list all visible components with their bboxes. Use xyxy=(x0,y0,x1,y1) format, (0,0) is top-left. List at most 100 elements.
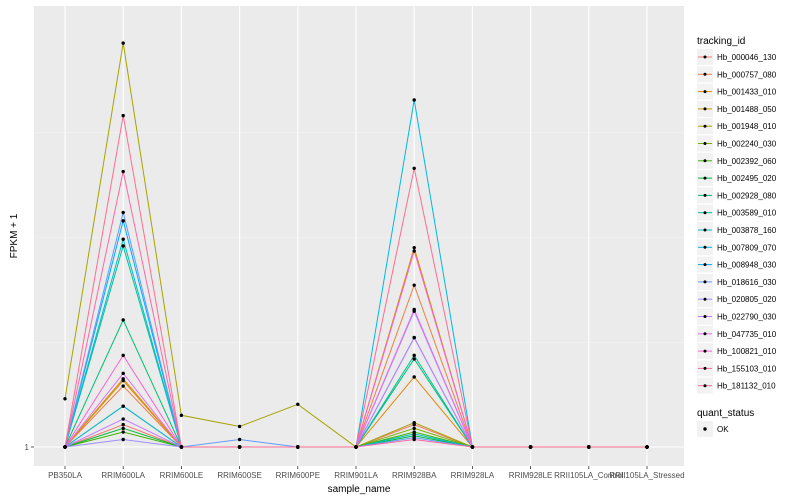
x-tick-label: RRII105LA_Control xyxy=(554,471,624,480)
data-point xyxy=(121,426,125,431)
legend-label: Hb_002240_030 xyxy=(717,140,777,149)
data-point xyxy=(528,445,533,449)
data-point xyxy=(121,41,125,45)
x-tick-label: RRIM600LA xyxy=(101,471,145,480)
legend-label: Hb_007809_070 xyxy=(717,243,777,252)
legend-point xyxy=(703,124,707,128)
grid xyxy=(34,6,684,466)
legend-point xyxy=(703,176,707,180)
data-point xyxy=(237,424,242,429)
data-point xyxy=(412,426,416,431)
data-point xyxy=(179,445,184,449)
data-point xyxy=(121,417,125,421)
legend-point xyxy=(703,72,707,76)
legend-point xyxy=(703,107,707,111)
legend-label: Hb_018616_030 xyxy=(717,278,777,287)
data-point xyxy=(296,402,300,407)
legend-label: Hb_022790_030 xyxy=(717,313,777,322)
shape-legend-label: OK xyxy=(717,425,729,434)
plot-panel xyxy=(34,6,684,466)
legend-point xyxy=(703,297,707,301)
data-point xyxy=(121,219,125,223)
x-tick-label: RRIM600PE xyxy=(276,471,320,480)
data-point xyxy=(412,98,416,102)
legend-point xyxy=(703,211,707,215)
x-tick-label: RRIM901LA xyxy=(334,471,378,480)
legend-point xyxy=(703,193,707,197)
x-tick-label: RRIM928LE xyxy=(509,471,553,480)
x-tick-label: RRIM928LA xyxy=(451,471,495,480)
legend-label: Hb_000757_080 xyxy=(717,70,777,79)
data-point xyxy=(121,113,125,118)
data-point xyxy=(354,445,358,449)
y-axis-title: FPKM + 1 xyxy=(9,213,20,258)
legend-point xyxy=(703,349,707,353)
legend-point xyxy=(703,280,707,284)
legend-label: Hb_000046_130 xyxy=(717,53,777,62)
data-point xyxy=(121,404,125,408)
legend-point xyxy=(703,55,707,59)
legend-point xyxy=(703,159,707,163)
legend-point xyxy=(703,332,707,336)
legend-label: Hb_020805_020 xyxy=(717,295,777,304)
data-point xyxy=(470,445,475,449)
legend-point xyxy=(703,263,707,267)
data-point xyxy=(121,430,125,434)
x-tick-label: RRIM600SE xyxy=(217,471,261,480)
data-point xyxy=(412,421,416,425)
data-point xyxy=(412,307,416,312)
legend-label: Hb_002495_020 xyxy=(717,174,777,183)
legend-point xyxy=(703,90,707,94)
legend: tracking_id Hb_000046_130 Hb_000757_080 Hb… xyxy=(697,36,777,437)
data-point xyxy=(121,422,125,427)
data-point xyxy=(412,437,416,442)
data-point xyxy=(121,384,125,388)
data-point xyxy=(121,353,125,358)
data-point xyxy=(63,445,67,449)
legend-label: Hb_181132_010 xyxy=(717,382,776,391)
legend-point xyxy=(703,245,707,249)
legend-label: Hb_001488_050 xyxy=(717,105,777,114)
x-tick-label: PB350LA xyxy=(48,471,82,480)
data-point xyxy=(412,245,416,250)
legend-label: Hb_003589_010 xyxy=(717,209,777,218)
shape-legend-title: quant_status xyxy=(697,408,754,419)
data-point xyxy=(412,335,416,340)
data-point xyxy=(412,353,416,358)
legend-point xyxy=(703,228,707,232)
legend-label: Hb_100821_010 xyxy=(717,347,777,356)
data-point xyxy=(121,244,125,248)
data-point xyxy=(412,166,416,171)
data-points xyxy=(63,41,649,449)
data-point xyxy=(121,169,125,174)
x-tick-label: RRIM928BA xyxy=(392,471,437,480)
x-axis-title: sample_name xyxy=(328,484,391,495)
x-tick-label: RRII105LA_Stressed xyxy=(609,471,684,480)
data-point xyxy=(179,413,184,418)
legend-label: Hb_002392_060 xyxy=(717,157,777,166)
data-point xyxy=(645,445,649,449)
data-point xyxy=(237,445,242,449)
legend-point xyxy=(703,142,707,145)
data-point xyxy=(412,432,416,436)
legend-point xyxy=(703,315,707,318)
data-point xyxy=(121,371,125,376)
y-axis: 1 xyxy=(25,443,34,452)
x-axis: PB350LA RRIM600LA RRIM600LE RRIM600SE RRIM60… xyxy=(48,466,685,480)
data-point xyxy=(412,249,416,253)
legend-point xyxy=(703,384,707,388)
legend-point xyxy=(703,366,707,370)
legend-label: Hb_008948_030 xyxy=(717,261,777,270)
legend-label: Hb_001948_010 xyxy=(717,122,777,131)
data-point xyxy=(412,375,416,379)
shape-legend-point xyxy=(703,427,707,431)
data-point xyxy=(121,377,125,381)
data-point xyxy=(121,237,125,241)
y-tick-label: 1 xyxy=(25,443,30,452)
legend-label: Hb_003878_160 xyxy=(717,226,777,235)
x-tick-label: RRIM600LE xyxy=(160,471,204,480)
data-point xyxy=(296,445,300,449)
data-point xyxy=(121,437,125,442)
data-point xyxy=(412,357,416,361)
